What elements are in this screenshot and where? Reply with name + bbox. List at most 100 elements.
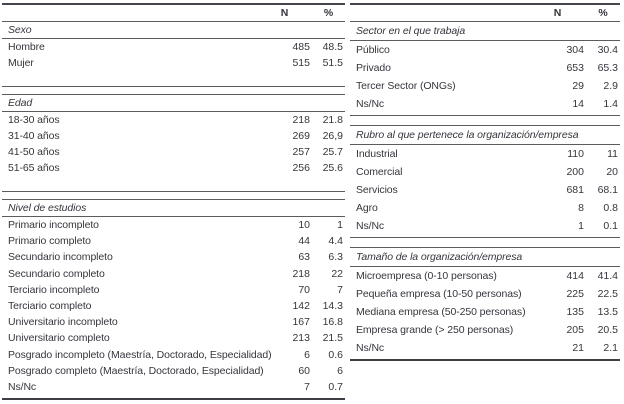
table-row: Terciario incompleto 70 7 <box>2 282 345 298</box>
section-rows: Microempresa (0-10 personas) 414 41.4 Pe… <box>350 267 620 357</box>
table-row: Universitario completo 213 21.5 <box>2 330 345 346</box>
row-label: Público <box>356 44 390 56</box>
table-row: Ns/Nc 1 0.1 <box>350 217 620 235</box>
row-percent-value: 22.5 <box>597 288 618 300</box>
table-row: Privado 653 65.3 <box>350 59 620 77</box>
left-table-column: N % Sexo Hombre 485 48.5 Mujer 515 51.5 … <box>2 3 345 401</box>
row-n-value: 218 <box>292 267 310 280</box>
row-percent-value: 20.5 <box>597 324 618 336</box>
row-percent-value: 0.7 <box>328 380 343 393</box>
section-title-row: Sexo <box>2 22 345 39</box>
section-rows: Público 304 30.4 Privado 653 65.3 Tercer… <box>350 41 620 113</box>
row-n-value: 167 <box>292 316 310 329</box>
section-title: Sector en el que trabaja <box>356 25 466 37</box>
row-percent-value: 68.1 <box>597 184 618 196</box>
row-percent-value: 21.8 <box>322 114 343 126</box>
row-label: 51-65 años <box>8 162 60 174</box>
row-percent-value: 0.6 <box>328 348 343 361</box>
row-n-value: 653 <box>566 62 584 74</box>
section-title: Rubro al que pertenece la organización/e… <box>356 129 579 141</box>
row-percent-value: 1.4 <box>603 98 618 110</box>
table-row: Primario incompleto 10 1 <box>2 217 345 233</box>
right-table-column: N % Sector en el que trabaja Público 304… <box>350 3 620 370</box>
table-row: 41-50 años 257 25.7 <box>2 144 345 160</box>
n-column-header: N <box>553 7 562 19</box>
row-percent-value: 7 <box>337 283 343 296</box>
row-label: Terciario incompleto <box>8 283 100 296</box>
row-percent-value: 4.4 <box>328 235 343 248</box>
row-n-value: 10 <box>298 219 310 232</box>
row-label: Secundario completo <box>8 267 105 280</box>
row-n-value: 681 <box>566 184 584 196</box>
row-percent-value: 6.3 <box>328 251 343 264</box>
row-percent-value: 0.1 <box>603 220 618 232</box>
table-row: Ns/Nc 21 2.1 <box>350 339 620 357</box>
blank-row <box>2 176 345 191</box>
row-label: 31-40 años <box>8 130 60 142</box>
table-section: Sector en el que trabaja Público 304 30.… <box>350 22 620 113</box>
row-percent-value: 65.3 <box>597 62 618 74</box>
table-row: Terciario completo 142 14.3 <box>2 298 345 314</box>
table-row: Ns/Nc 14 1.4 <box>350 95 620 113</box>
column-header-row: N % <box>350 5 620 22</box>
row-n-value: 213 <box>292 332 310 345</box>
row-percent-value: 1 <box>337 219 343 232</box>
row-percent-value: 22 <box>331 267 343 280</box>
table-row: Empresa grande (> 250 personas) 205 20.5 <box>350 321 620 339</box>
table-row: 51-65 años 256 25.6 <box>2 160 345 176</box>
row-label: Empresa grande (> 250 personas) <box>356 324 514 336</box>
row-label: Hombre <box>8 41 45 53</box>
section-rows: 18-30 años 218 21.8 31-40 años 269 26,9 … <box>2 112 345 191</box>
row-n-value: 269 <box>292 130 310 142</box>
column-header-row: N % <box>2 5 345 22</box>
row-percent-value: 11 <box>607 148 618 160</box>
section-title: Nivel de estudios <box>8 202 87 214</box>
row-label: 18-30 años <box>8 114 60 126</box>
row-label: Privado <box>356 62 391 74</box>
table-group: N % Sector en el que trabaja Público 304… <box>350 3 620 116</box>
section-title: Edad <box>8 97 33 109</box>
table-row: 18-30 años 218 21.8 <box>2 112 345 128</box>
row-label: Posgrado completo (Maestría, Doctorado, … <box>8 364 264 377</box>
section-rows: Primario incompleto 10 1 Primario comple… <box>2 217 345 395</box>
table-group: Tamaño de la organización/empresa Microe… <box>350 247 620 361</box>
row-label: Pequeña empresa (10-50 personas) <box>356 288 522 300</box>
section-title: Sexo <box>8 24 32 36</box>
table-row: Mujer 515 51.5 <box>2 55 345 71</box>
section-title-row: Edad <box>2 95 345 112</box>
table-row: Posgrado completo (Maestría, Doctorado, … <box>2 363 345 379</box>
table-section: Nivel de estudios Primario incompleto 10… <box>2 200 345 395</box>
row-n-value: 515 <box>292 57 310 69</box>
section-title-row: Rubro al que pertenece la organización/e… <box>350 126 620 145</box>
table-group: Nivel de estudios Primario incompleto 10… <box>2 199 345 401</box>
row-label: Ns/Nc <box>356 342 385 354</box>
row-n-value: 1 <box>578 220 584 232</box>
row-n-value: 14 <box>572 98 584 110</box>
row-label: Mujer <box>8 57 34 69</box>
row-percent-value: 25.6 <box>322 162 343 174</box>
table-row: Mediana empresa (50-250 personas) 135 13… <box>350 303 620 321</box>
row-percent-value: 51.5 <box>322 57 343 69</box>
row-n-value: 63 <box>298 251 310 264</box>
row-n-value: 70 <box>298 283 310 296</box>
row-n-value: 304 <box>566 44 584 56</box>
row-label: Microempresa (0-10 personas) <box>356 270 497 282</box>
row-percent-value: 2.9 <box>603 80 618 92</box>
blank-row <box>2 71 345 86</box>
row-percent-value: 13.5 <box>597 306 618 318</box>
row-n-value: 257 <box>292 146 310 158</box>
section-rows: Hombre 485 48.5 Mujer 515 51.5 <box>2 39 345 86</box>
row-n-value: 110 <box>567 148 584 160</box>
table-row: Servicios 681 68.1 <box>350 181 620 199</box>
table-group: Rubro al que pertenece la organización/e… <box>350 125 620 238</box>
table-row: Secundario completo 218 22 <box>2 266 345 282</box>
row-label: Universitario incompleto <box>8 316 118 329</box>
row-percent-value: 48.5 <box>322 41 343 53</box>
row-n-value: 200 <box>566 166 584 178</box>
row-label: 41-50 años <box>8 146 60 158</box>
row-label: Secundario incompleto <box>8 251 113 264</box>
row-label: Universitario completo <box>8 332 110 345</box>
row-n-value: 60 <box>298 364 310 377</box>
row-label: Primario incompleto <box>8 219 99 232</box>
row-label: Agro <box>356 202 378 214</box>
